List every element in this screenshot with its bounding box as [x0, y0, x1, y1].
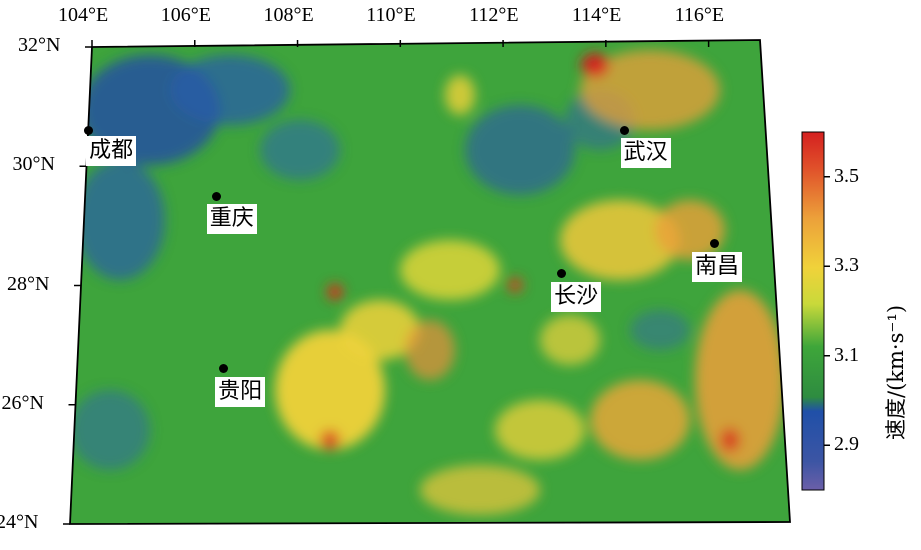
colorbar-tick-marks: [824, 176, 830, 446]
city-marker: [83, 125, 93, 135]
city-marker: [709, 239, 719, 249]
lon-tick-label: 108°E: [263, 4, 314, 26]
lon-tick-label: 114°E: [571, 4, 622, 26]
city-label-nanchang: 南昌: [692, 251, 743, 282]
city-marker: [212, 191, 222, 201]
lat-tick-label: 26°N: [1, 391, 44, 414]
colorbar-tick-label: 3.5: [834, 164, 859, 187]
lon-tick-label: 116°E: [674, 4, 725, 26]
city-marker: [556, 269, 566, 279]
city-label-chengdu: 成都: [86, 136, 137, 167]
lat-tick-label: 28°N: [7, 272, 50, 295]
city-label-guiyang: 贵阳: [215, 376, 266, 407]
colorbar-tick-label: 2.9: [834, 433, 859, 456]
city-label-chongqing: 重庆: [206, 204, 257, 235]
city-label-wuhan: 武汉: [620, 138, 671, 169]
colorbar-tick-label: 3.3: [834, 254, 859, 277]
velocity-anomalies: [70, 50, 785, 515]
lon-tick-label: 110°E: [366, 4, 416, 26]
lon-tick-label: 104°E: [58, 4, 109, 26]
city-label-changsha: 长沙: [551, 281, 602, 312]
lon-tick-label: 106°E: [160, 4, 211, 26]
city-marker: [620, 125, 630, 135]
lat-tick-label: 24°N: [0, 511, 39, 533]
colorbar-tick-label: 3.1: [834, 343, 859, 366]
lon-tick-label: 112°E: [469, 4, 519, 26]
city-marker: [218, 364, 228, 374]
lat-tick-label: 30°N: [12, 153, 55, 176]
colorbar: [801, 131, 825, 491]
colorbar-title: 速度/(km·s⁻¹): [884, 304, 908, 440]
map-frame: [69, 39, 791, 525]
lat-tick-label: 32°N: [18, 34, 61, 56]
velocity-field: [70, 40, 790, 524]
map-tick-marks: [63, 40, 710, 525]
